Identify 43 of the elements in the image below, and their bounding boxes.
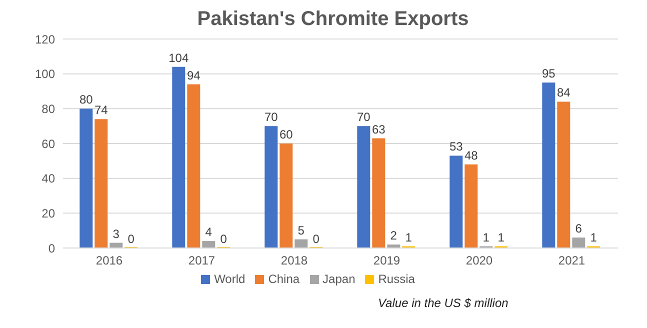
y-tick-label: 120 <box>34 32 56 46</box>
data-label: 1 <box>405 230 412 244</box>
data-label: 1 <box>590 230 598 244</box>
y-tick-label: 100 <box>34 67 56 82</box>
x-tick-label: 2017 <box>188 254 216 268</box>
data-label: 63 <box>372 122 386 136</box>
data-label: 1 <box>482 230 490 244</box>
y-tick-label: 80 <box>42 102 56 116</box>
data-label: 2 <box>390 228 398 243</box>
x-tick-label: 2021 <box>558 254 586 268</box>
data-label: 53 <box>449 140 464 154</box>
x-tick-label: 2019 <box>373 254 400 268</box>
chart-title: Pakistan's Chromite Exports <box>196 8 470 31</box>
data-label: 4 <box>205 225 212 240</box>
x-tick-label: 2020 <box>466 254 493 268</box>
data-label: 60 <box>279 128 294 142</box>
legend-label: Russia <box>378 272 415 286</box>
data-label: 74 <box>94 103 108 118</box>
x-tick-label: 2018 <box>280 254 308 268</box>
data-label: 6 <box>575 222 582 236</box>
data-label: 0 <box>220 232 228 246</box>
data-label: 95 <box>542 66 556 81</box>
data-label: 0 <box>312 232 320 246</box>
data-label: 70 <box>264 110 278 124</box>
legend-label: China <box>268 272 300 286</box>
legend-label: Japan <box>322 272 356 286</box>
x-tick-label: 2016 <box>96 254 123 268</box>
y-tick-label: 20 <box>42 206 56 220</box>
data-label: 1 <box>498 230 505 244</box>
data-label: 3 <box>112 226 120 241</box>
data-label: 104 <box>168 50 189 65</box>
data-label: 80 <box>79 92 94 107</box>
data-label: 94 <box>186 68 201 82</box>
y-tick-label: 40 <box>42 172 56 186</box>
y-tick-label: 0 <box>48 241 56 256</box>
y-tick-label: 60 <box>42 136 56 151</box>
data-label: 0 <box>128 232 135 246</box>
data-label: 48 <box>464 148 478 162</box>
legend-label: World <box>214 272 246 286</box>
data-label: 5 <box>298 223 305 238</box>
data-label: 70 <box>356 110 371 124</box>
data-label: 84 <box>556 86 571 100</box>
text: Value in the US $ million <box>378 296 510 310</box>
